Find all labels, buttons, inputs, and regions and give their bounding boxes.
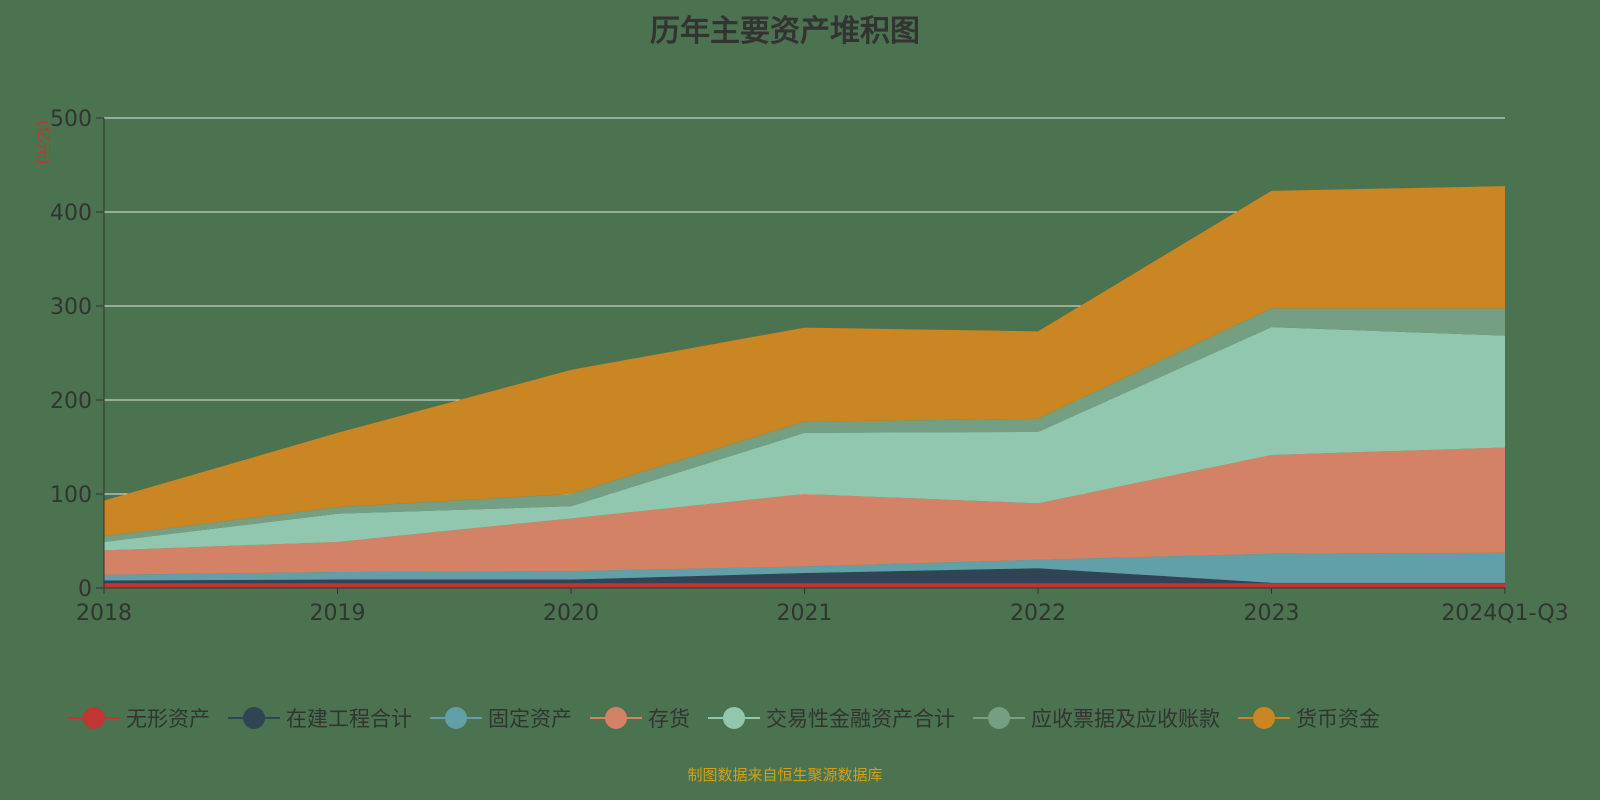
- legend-label: 应收票据及应收账款: [1031, 707, 1220, 731]
- y-tick-label: 200: [50, 389, 92, 414]
- chart-title: 历年主要资产堆积图: [650, 14, 920, 49]
- legend-label: 交易性金融资产合计: [766, 707, 955, 731]
- legend-marker-icon: [228, 707, 280, 729]
- x-tick-label: 2018: [76, 601, 132, 626]
- area-2: [104, 552, 1505, 583]
- area-6: [104, 186, 1505, 537]
- legend-label: 存货: [648, 707, 690, 731]
- legend-item[interactable]: 存货: [590, 703, 690, 733]
- area-3: [104, 447, 1505, 575]
- legend-marker-icon: [430, 707, 482, 729]
- y-tick-label: 0: [78, 577, 92, 602]
- legend-item[interactable]: 无形资产: [68, 703, 210, 733]
- x-tick-label: 2024Q1-Q3: [1441, 601, 1568, 626]
- legend-marker-icon: [68, 707, 120, 729]
- legend-item[interactable]: 在建工程合计: [228, 703, 412, 733]
- legend-label: 固定资产: [488, 707, 572, 731]
- legend-marker-icon: [973, 707, 1025, 729]
- y-tick-label: 400: [50, 201, 92, 226]
- stacked-area-chart: 0 100 200 300 400 500 2018 2019 2020 2021 2022 2023…: [34, 107, 1569, 626]
- legend-item[interactable]: 货币资金: [1238, 703, 1380, 733]
- x-tick-label: 2021: [777, 601, 833, 626]
- area-5: [104, 308, 1505, 542]
- legend: 无形资产 在建工程合计 固定资产 存货 交易性金融资产合计 应收票据及应收账款 货币资金: [68, 703, 1380, 733]
- legend-marker-icon: [708, 707, 760, 729]
- y-tick-label: 100: [50, 483, 92, 508]
- legend-item[interactable]: 应收票据及应收账款: [973, 703, 1220, 733]
- legend-label: 在建工程合计: [286, 707, 412, 731]
- x-tick-label: 2019: [310, 601, 366, 626]
- legend-marker-icon: [1238, 707, 1290, 729]
- source-footer: 制图数据来自恒生聚源数据库: [687, 766, 883, 784]
- legend-label: 无形资产: [126, 707, 210, 731]
- legend-item[interactable]: 交易性金融资产合计: [708, 703, 955, 733]
- x-tick-label: 2023: [1244, 601, 1300, 626]
- y-axis-label: (亿元): [34, 120, 53, 165]
- x-tick-label: 2020: [543, 601, 599, 626]
- legend-label: 货币资金: [1296, 707, 1380, 731]
- x-tick-label: 2022: [1010, 601, 1066, 626]
- legend-marker-icon: [590, 707, 642, 729]
- y-tick-label: 500: [50, 107, 92, 132]
- legend-item[interactable]: 固定资产: [430, 703, 572, 733]
- y-tick-label: 300: [50, 295, 92, 320]
- area-0: [104, 583, 1505, 588]
- area-4: [104, 327, 1505, 551]
